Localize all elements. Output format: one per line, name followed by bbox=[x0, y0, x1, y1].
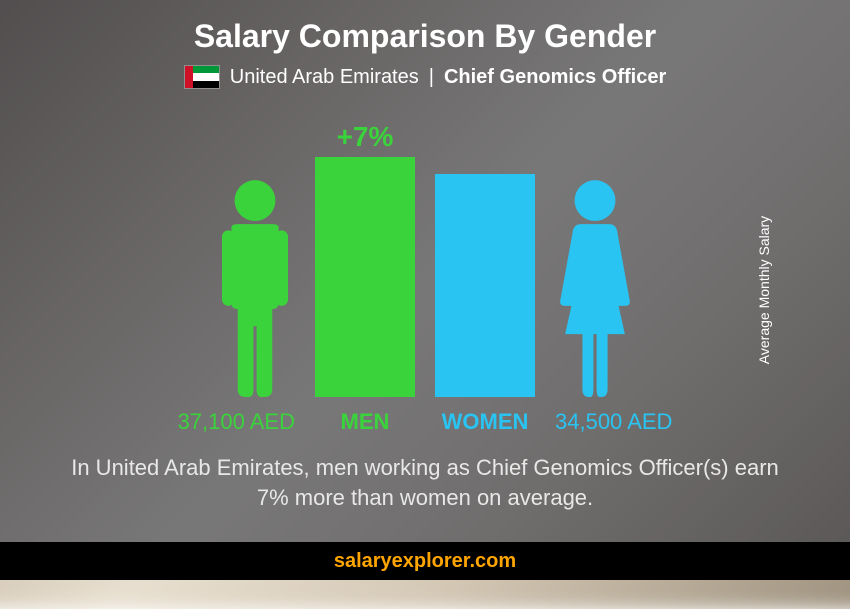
men-label: MEN bbox=[315, 409, 415, 435]
content-wrapper: Salary Comparison By Gender United Arab … bbox=[0, 0, 850, 580]
women-bar bbox=[435, 174, 535, 397]
footer-bar: salaryexplorer.com bbox=[0, 542, 850, 580]
men-bar-group: +7% bbox=[315, 157, 415, 397]
woman-icon bbox=[555, 177, 635, 397]
men-bar bbox=[315, 157, 415, 397]
y-axis-label: Average Monthly Salary bbox=[756, 216, 772, 364]
women-bar-group bbox=[435, 174, 535, 397]
women-salary: 34,500 AED bbox=[555, 409, 705, 435]
description-text: In United Arab Emirates, men working as … bbox=[65, 453, 785, 512]
labels-row: 37,100 AED MEN WOMEN 34,500 AED bbox=[0, 409, 850, 435]
flag-green bbox=[193, 66, 219, 73]
chart-area: +7% bbox=[215, 117, 635, 397]
man-icon bbox=[215, 177, 295, 397]
women-label: WOMEN bbox=[435, 409, 535, 435]
flag-black bbox=[193, 81, 219, 88]
pct-diff-label: +7% bbox=[315, 121, 415, 153]
uae-flag-icon bbox=[184, 65, 220, 89]
role-label: Chief Genomics Officer bbox=[444, 66, 666, 89]
flag-white bbox=[193, 73, 219, 80]
country-label: United Arab Emirates bbox=[230, 66, 419, 89]
subtitle-row: United Arab Emirates | Chief Genomics Of… bbox=[184, 65, 666, 89]
flag-stripes bbox=[193, 66, 219, 88]
page-title: Salary Comparison By Gender bbox=[194, 18, 656, 55]
men-salary: 37,100 AED bbox=[145, 409, 295, 435]
footer-brand: salaryexplorer.com bbox=[334, 550, 516, 573]
flag-red bbox=[185, 66, 194, 88]
separator: | bbox=[429, 66, 434, 89]
